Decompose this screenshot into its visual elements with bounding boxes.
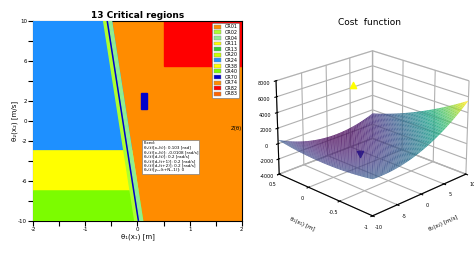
Y-axis label: θ₁(x₁) [m]: θ₁(x₁) [m] (289, 216, 315, 232)
Y-axis label: θ₂(x₂) [m/s]: θ₂(x₂) [m/s] (11, 101, 18, 141)
Polygon shape (107, 21, 140, 221)
Polygon shape (33, 191, 143, 221)
Polygon shape (164, 21, 242, 66)
Polygon shape (33, 151, 138, 191)
Title: Cost  function: Cost function (338, 18, 401, 27)
Text: Fixed:
θ₃(t)[x₃(t)]: 0.103 [rad]
θ₄(t)[x₄(t)]: -0.0108 [rad/s]
θ₅(t)[d₁(t)]: 0.2: Fixed: θ₃(t)[x₃(t)]: 0.103 [rad] θ₄(t)[x… (144, 141, 198, 172)
X-axis label: θ₁(x₁) [m]: θ₁(x₁) [m] (120, 234, 155, 240)
Polygon shape (141, 93, 147, 109)
Title: 13 Critical regions: 13 Critical regions (91, 11, 184, 20)
Polygon shape (33, 21, 132, 151)
Polygon shape (109, 21, 143, 221)
Legend: CR01, CR02, CR04, CR11, CR13, CR20, CR24, CR38, CR40, CR70, CR74, CR82, CR83: CR01, CR02, CR04, CR11, CR13, CR20, CR24… (212, 23, 239, 98)
X-axis label: θ₂(x₂) [m/s]: θ₂(x₂) [m/s] (428, 215, 458, 232)
Polygon shape (104, 21, 138, 221)
